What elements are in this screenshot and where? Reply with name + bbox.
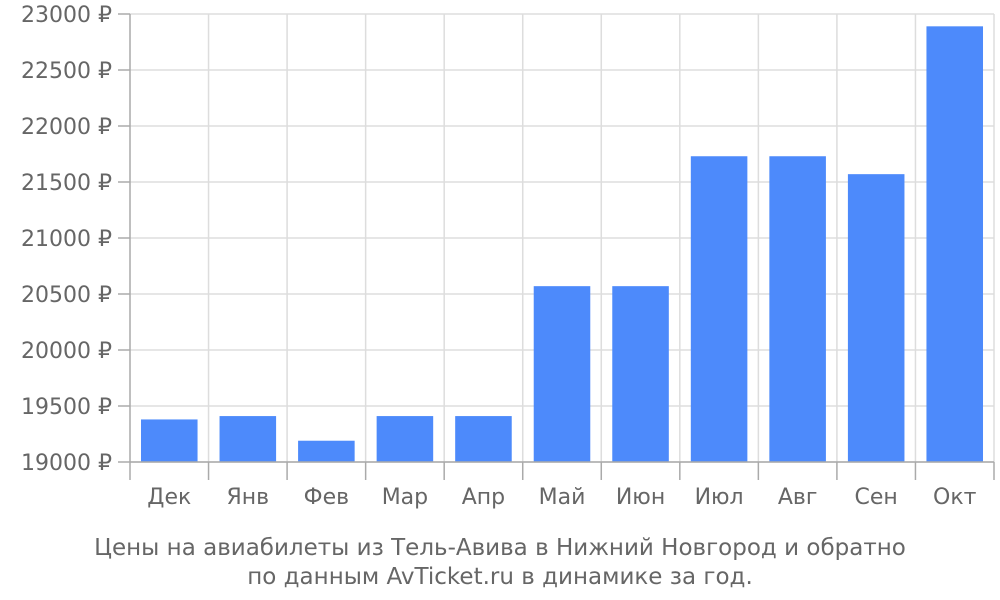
x-tick-label: Дек	[147, 485, 191, 510]
y-tick-label: 22000 ₽	[21, 115, 112, 140]
bar-4	[376, 416, 434, 462]
x-tick-label: Янв	[226, 485, 269, 510]
y-tick-labels: 19000 ₽ 19500 ₽ 20000 ₽ 20500 ₽ 21000 ₽ 21500…	[21, 3, 112, 476]
bar-7	[612, 286, 669, 462]
x-tick-label: Апр	[462, 485, 505, 510]
y-tick-label: 21500 ₽	[21, 171, 112, 196]
bar-11	[926, 26, 984, 462]
bars	[140, 26, 984, 463]
y-tick-label: 21000 ₽	[21, 227, 112, 252]
bar-6	[533, 286, 591, 462]
x-tick-label: Май	[539, 485, 586, 510]
y-tick-label: 23000 ₽	[21, 3, 112, 28]
y-tick-label: 19000 ₽	[21, 451, 112, 476]
y-tick-label: 20500 ₽	[21, 283, 112, 308]
x-tick-label: Июл	[695, 485, 744, 510]
bar-5	[455, 416, 512, 462]
x-tick-label: Окт	[933, 485, 977, 510]
x-tick-label: Сен	[855, 485, 898, 510]
y-tick-label: 19500 ₽	[21, 395, 112, 420]
axes	[118, 13, 995, 480]
bar-3	[298, 440, 355, 462]
chart-caption-line-2: по данным AvTicket.ru в динамике за год.	[247, 564, 753, 590]
x-tick-label: Мар	[382, 485, 428, 510]
bar-10	[847, 174, 905, 462]
x-tick-label: Июн	[616, 485, 665, 510]
y-tick-label: 22500 ₽	[21, 59, 112, 84]
y-tick-label: 20000 ₽	[21, 339, 112, 364]
x-tick-label: Авг	[778, 485, 818, 510]
bar-8	[690, 156, 748, 463]
bar-9	[769, 156, 826, 463]
grid-lines	[130, 13, 995, 463]
bar-1	[140, 419, 198, 462]
bar-2	[219, 416, 277, 462]
x-tick-labels: Дек Янв Фев Мар Апр Май Июн Июл Авг Сен Окт	[147, 485, 976, 510]
chart-caption-line-1: Цены на авиабилеты из Тель-Авива в Нижни…	[94, 535, 906, 561]
x-tick-label: Фев	[304, 485, 349, 510]
